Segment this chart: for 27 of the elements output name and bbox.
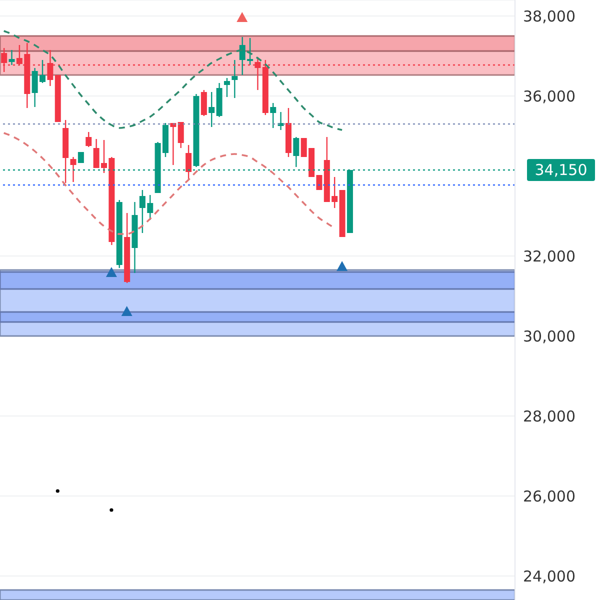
candlestick [208,91,215,128]
point [110,508,114,512]
line-series [2,30,343,131]
y-tick-label: 32,000 [523,247,576,266]
candlestick [178,121,184,149]
y-tick-label: 38,000 [523,7,576,26]
candlestick [70,156,76,183]
candlestick [293,136,300,168]
candlestick [224,77,230,98]
candlestick [170,122,176,166]
candlestick [270,102,276,129]
candlestick [186,144,192,181]
y-tick-label: 26,000 [523,487,576,506]
point [56,489,60,493]
candlestick [8,49,15,66]
ref-line-label: 34,150 [534,161,588,179]
y-tick-label: 24,000 [523,567,576,586]
y-tick-label: 30,000 [523,327,576,346]
y-tick-label: 28,000 [523,407,576,426]
candlestick [232,59,238,99]
candlestick [86,131,92,148]
point [336,261,348,271]
point [121,306,132,316]
candlestick [200,89,207,117]
point [236,12,248,22]
point [106,267,117,277]
y-tick-label: 36,000 [523,87,576,106]
